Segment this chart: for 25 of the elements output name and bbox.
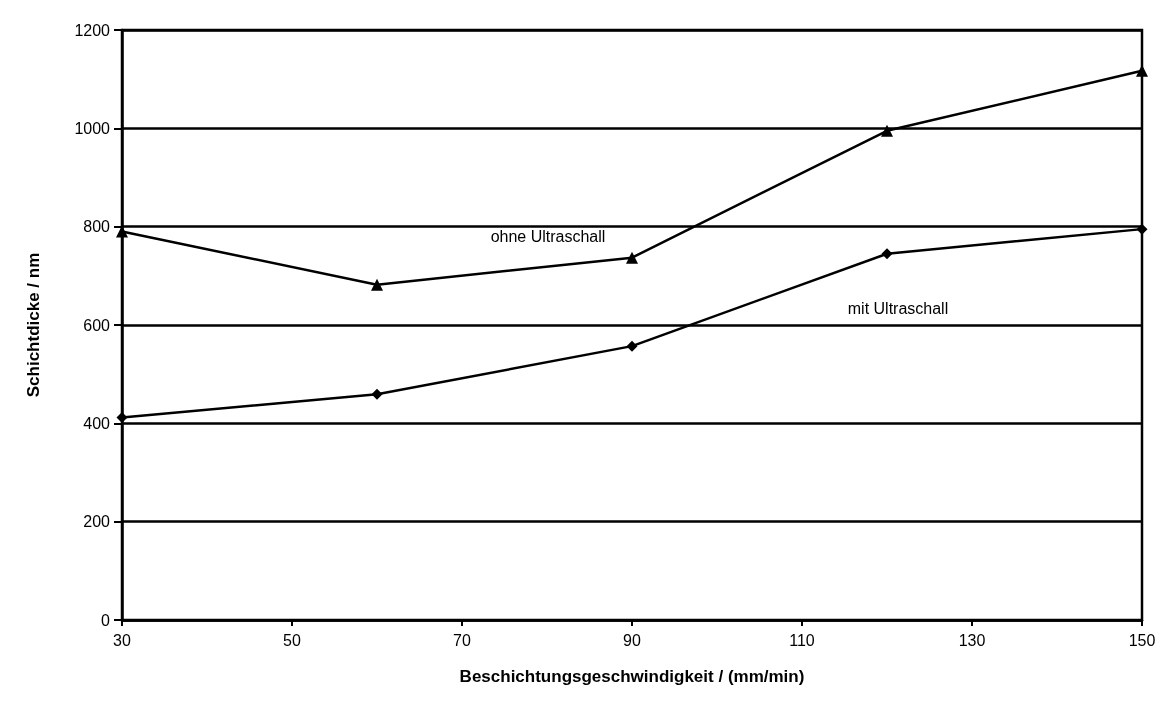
y-tick-label: 1200 bbox=[74, 21, 111, 39]
series-label: mit Ultraschall bbox=[847, 299, 949, 317]
series-label: ohne Ultraschall bbox=[490, 227, 606, 245]
x-tick-label: 130 bbox=[958, 631, 986, 649]
y-tick-label: 1000 bbox=[74, 119, 111, 137]
x-tick-label: 30 bbox=[113, 631, 131, 649]
point bbox=[1136, 223, 1148, 235]
x-tick-label: 50 bbox=[283, 631, 301, 649]
y-tick-label: 800 bbox=[83, 218, 111, 236]
y-tick-label: 200 bbox=[83, 513, 111, 531]
point bbox=[881, 248, 893, 260]
point bbox=[626, 340, 638, 352]
x-tick-label: 150 bbox=[1128, 631, 1156, 649]
point bbox=[371, 388, 383, 400]
x-tick-label: 70 bbox=[453, 631, 471, 649]
point bbox=[371, 278, 383, 291]
y-axis-title: Schichtdicke / nm bbox=[24, 252, 43, 398]
y-tick-label: 0 bbox=[101, 611, 111, 629]
x-tick-label: 110 bbox=[789, 631, 815, 649]
point bbox=[881, 124, 893, 137]
point bbox=[626, 251, 638, 264]
y-tick-label: 600 bbox=[83, 316, 111, 334]
x-tick-label: 90 bbox=[623, 631, 641, 649]
x-axis-title: Beschichtungsgeschwindigkeit / (mm/min) bbox=[459, 667, 805, 686]
y-tick-label: 400 bbox=[83, 414, 111, 432]
